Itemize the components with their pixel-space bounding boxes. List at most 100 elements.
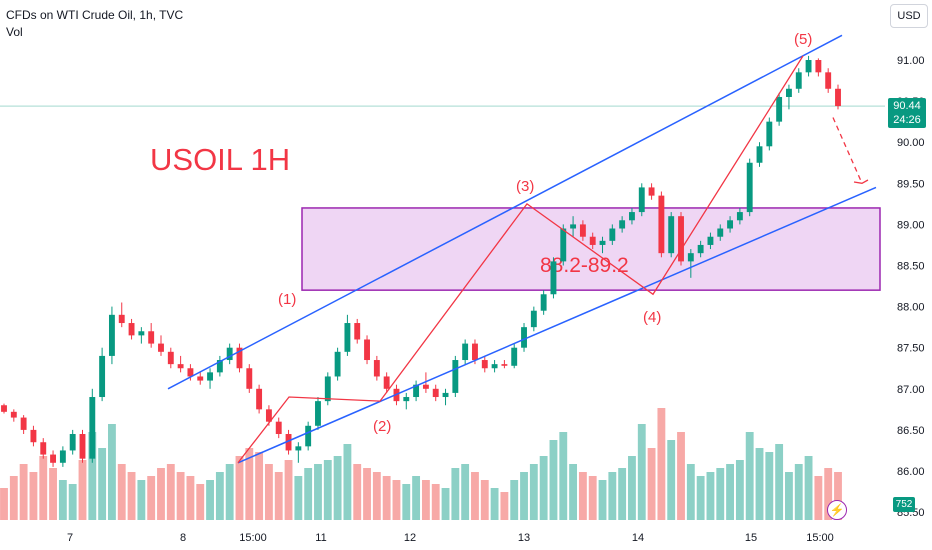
volume-bar (441, 488, 450, 520)
symbol-title[interactable]: CFDs on WTI Crude Oil, 1h, TVC (6, 8, 184, 22)
volume-bar (559, 432, 568, 520)
candle-body (648, 187, 655, 196)
volume-bar (716, 468, 725, 520)
candle-body (815, 60, 822, 73)
candle-body (1, 405, 7, 412)
volume-bar (196, 484, 205, 520)
time-tick-label: 13 (518, 532, 530, 544)
bolt-icon[interactable]: ⚡ (827, 500, 847, 520)
volume-bar (98, 448, 107, 520)
volume-bar (696, 476, 705, 520)
time-axis[interactable]: 7 8 15:00 11 12 13 14 15 15:00 (67, 532, 834, 544)
currency-button[interactable]: USD (890, 4, 928, 28)
candle-body (678, 216, 684, 262)
volume-bar (235, 456, 244, 520)
price-tick-label: 87.50 (897, 343, 925, 355)
last-price: 90.44 (893, 100, 921, 112)
volume-bar (628, 456, 636, 520)
candle-body (197, 376, 204, 381)
volume-bar (127, 472, 136, 520)
candle-body (275, 421, 282, 435)
volume-bar (304, 468, 313, 520)
volume-bar (402, 484, 411, 520)
volume-bar (500, 492, 509, 520)
candle-body (589, 236, 596, 245)
candlestick-series (1, 55, 841, 467)
volume-bar (471, 472, 479, 520)
candle-body (40, 442, 47, 455)
candle-body (246, 368, 253, 389)
volume-bar (39, 456, 48, 520)
candle-body (118, 314, 125, 324)
candle-body (472, 343, 478, 361)
wave-label: (4) (643, 309, 661, 326)
volume-bar (824, 468, 833, 520)
candle-body (187, 368, 194, 377)
candle-body (462, 343, 469, 361)
volume-bar (9, 476, 18, 520)
volume-bar (745, 432, 754, 520)
annotation-lines (167, 34, 877, 464)
volume-bar (215, 472, 224, 520)
volume-bar (166, 464, 175, 520)
price-tick-label: 86.00 (897, 466, 925, 478)
time-tick-label: 15 (745, 532, 757, 544)
candle-body (422, 384, 429, 389)
volume-bar (804, 456, 813, 520)
candle-body (413, 384, 420, 398)
candle-body (59, 450, 66, 463)
candle-body (148, 331, 155, 344)
volume-bar (667, 440, 676, 520)
volume-bar (794, 464, 803, 520)
volume-bar (294, 476, 303, 520)
candle-body (442, 392, 449, 398)
candle-body (501, 364, 508, 366)
candle-body (707, 236, 714, 245)
projection-line (832, 117, 863, 184)
volume-bar (382, 476, 391, 520)
candle-body (334, 351, 341, 377)
candle-body (540, 294, 547, 311)
volume-bar (834, 472, 842, 520)
candle-body (785, 88, 792, 97)
volume-bar (264, 464, 273, 520)
candle-body (324, 376, 331, 402)
volume-bar (186, 476, 195, 520)
volume-bar (255, 452, 264, 520)
volume-bar (314, 464, 322, 520)
volume-bar (68, 484, 77, 520)
candle-body (766, 121, 773, 147)
volume-bar (657, 408, 666, 520)
time-tick-label: 12 (404, 532, 416, 544)
candle-body (579, 224, 586, 237)
volume-bar (88, 432, 97, 520)
volume-bar (686, 464, 695, 520)
volume-indicator-label[interactable]: Vol (6, 25, 23, 39)
volume-bar (578, 472, 587, 520)
candle-body (491, 364, 498, 369)
volume-bar (245, 448, 254, 520)
candle-body (207, 372, 213, 381)
price-tick-label: 89.00 (897, 219, 925, 231)
volume-bar (490, 488, 499, 520)
volume-bar (323, 460, 332, 520)
volume-bar (618, 468, 627, 520)
volume-bar (814, 476, 823, 520)
volume-bar (117, 464, 126, 520)
candle-body (511, 347, 518, 366)
candle-body (795, 72, 802, 89)
candle-body (403, 397, 410, 402)
candle-body (226, 347, 233, 361)
candle-body (216, 360, 223, 373)
time-tick-label: 7 (67, 532, 73, 544)
volume-bar (735, 460, 744, 520)
candle-body (717, 228, 724, 237)
volume-bar (284, 460, 293, 520)
volume-bar (608, 472, 617, 520)
volume-bar (353, 464, 362, 520)
wave-label: (5) (794, 31, 812, 48)
volume-bar (461, 464, 470, 520)
candle-body (776, 96, 783, 122)
candle-body (158, 343, 164, 352)
